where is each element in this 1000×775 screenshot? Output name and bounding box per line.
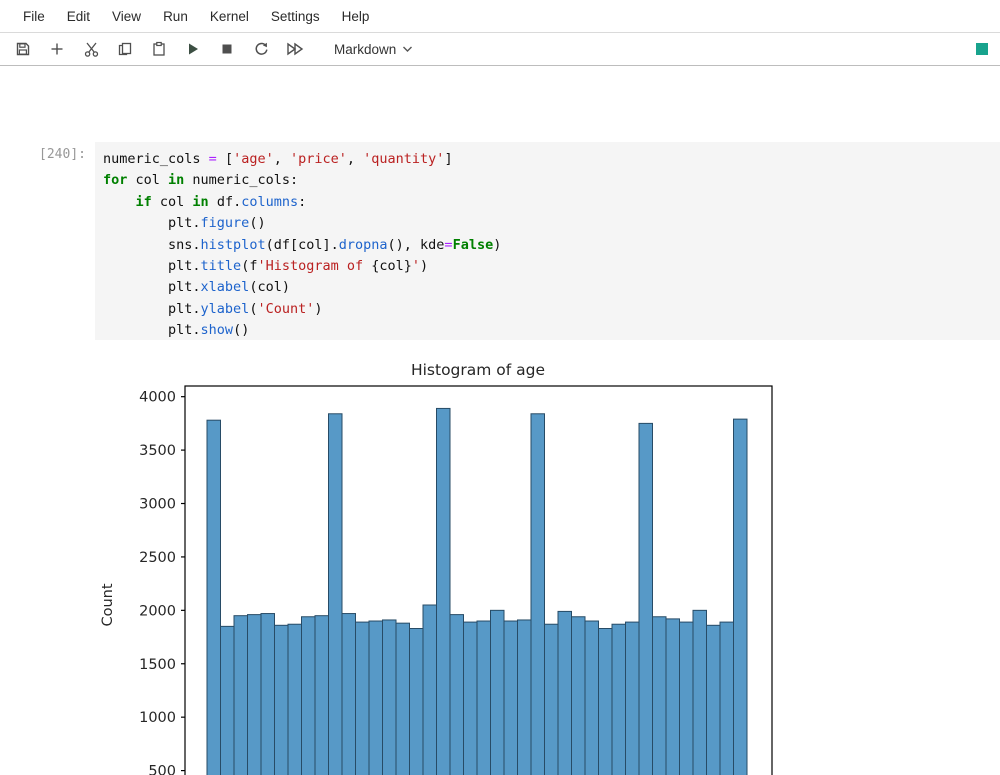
- notebook-content: [240]: numeric_cols = ['age', 'price', '…: [0, 66, 1000, 775]
- histogram-bar: [275, 625, 289, 775]
- chevron-down-icon: [402, 45, 413, 53]
- stop-icon: [219, 41, 235, 57]
- histogram-bar: [383, 620, 397, 775]
- histogram-bar: [315, 616, 329, 775]
- y-tick-label: 2000: [139, 603, 176, 619]
- histogram-bar: [518, 620, 532, 775]
- histogram-bar: [585, 621, 599, 775]
- y-axis-label: Count: [100, 583, 116, 626]
- code-line: plt.ylabel('Count'): [103, 299, 1000, 320]
- histogram-bar: [612, 624, 626, 775]
- notebook-toolbar: Markdown: [0, 33, 1000, 66]
- code-line: if col in df.columns:: [103, 192, 1000, 213]
- execution-count: [240]:: [0, 147, 86, 162]
- run-cell-button[interactable]: [178, 36, 208, 62]
- histogram-bar: [342, 614, 356, 775]
- menu-file[interactable]: File: [12, 0, 56, 33]
- histogram-bar: [369, 621, 383, 775]
- code-line: plt.figure(): [103, 213, 1000, 234]
- kernel-status-indicator: [976, 43, 988, 55]
- restart-kernel-icon: [253, 41, 270, 58]
- menu-settings[interactable]: Settings: [260, 0, 331, 33]
- stop-button[interactable]: [212, 36, 242, 62]
- histogram-bar: [396, 623, 410, 775]
- y-tick-label: 2500: [139, 550, 176, 566]
- cut-cell-icon: [83, 41, 100, 58]
- cut-cell-button[interactable]: [76, 36, 106, 62]
- menu-edit[interactable]: Edit: [56, 0, 101, 33]
- histogram-bar: [329, 414, 343, 775]
- menu-view[interactable]: View: [101, 0, 152, 33]
- add-cell-button[interactable]: [42, 36, 72, 62]
- code-lines: numeric_cols = ['age', 'price', 'quantit…: [103, 149, 1000, 342]
- histogram-bar: [599, 629, 613, 775]
- copy-cell-button[interactable]: [110, 36, 140, 62]
- paste-cell-button[interactable]: [144, 36, 174, 62]
- restart-kernel-button[interactable]: [246, 36, 276, 62]
- histogram-bar: [626, 622, 640, 775]
- histogram-bar: [464, 622, 478, 775]
- code-line: plt.xlabel(col): [103, 277, 1000, 298]
- histogram-figure: Histogram of age Count 05001000150020002…: [90, 354, 790, 775]
- histogram-bar: [491, 610, 505, 775]
- histogram-bar: [720, 622, 734, 775]
- histogram-bar: [450, 615, 464, 775]
- code-line: plt.show(): [103, 320, 1000, 341]
- copy-cell-icon: [117, 41, 133, 57]
- menu-kernel[interactable]: Kernel: [199, 0, 260, 33]
- code-line: numeric_cols = ['age', 'price', 'quantit…: [103, 149, 1000, 170]
- cell-output-figure: Histogram of age Count 05001000150020002…: [90, 354, 790, 775]
- y-tick-label: 1500: [139, 657, 176, 673]
- histogram-bar: [288, 624, 302, 775]
- histogram-bar: [734, 419, 748, 775]
- y-tick-label: 500: [148, 764, 176, 775]
- paste-cell-icon: [151, 41, 167, 57]
- code-line: plt.title(f'Histogram of {col}'): [103, 256, 1000, 277]
- restart-run-all-button[interactable]: [280, 36, 310, 62]
- histogram-bar: [248, 615, 262, 775]
- run-icon: [185, 41, 201, 57]
- histogram-bar: [531, 414, 545, 775]
- histogram-bar: [410, 629, 424, 775]
- code-line: for col in numeric_cols:: [103, 170, 1000, 191]
- cell-type-label: Markdown: [334, 42, 396, 57]
- histogram-bar: [207, 420, 221, 775]
- menu-help[interactable]: Help: [331, 0, 381, 33]
- histogram-bar: [261, 614, 275, 775]
- histogram-bar: [572, 617, 586, 775]
- save-button[interactable]: [8, 36, 38, 62]
- chart-title: Histogram of age: [411, 361, 545, 379]
- histogram-bar: [356, 622, 370, 775]
- y-tick-label: 1000: [139, 710, 176, 726]
- histogram-bar: [707, 625, 721, 775]
- menu-bar: File Edit View Run Kernel Settings Help: [0, 0, 1000, 33]
- code-cell-editor[interactable]: numeric_cols = ['age', 'price', 'quantit…: [95, 142, 1000, 340]
- histogram-bar: [545, 624, 559, 775]
- histogram-bar: [558, 611, 572, 775]
- code-line: sns.histplot(df[col].dropna(), kde=False…: [103, 235, 1000, 256]
- save-icon: [15, 41, 31, 57]
- add-cell-icon: [49, 41, 65, 57]
- histogram-bar: [302, 617, 316, 775]
- y-tick-label: 4000: [139, 390, 176, 406]
- histogram-bar: [437, 408, 451, 775]
- histogram-bar: [504, 621, 518, 775]
- histogram-bar: [666, 619, 680, 775]
- histogram-bar: [680, 622, 694, 775]
- histogram-bar: [423, 605, 437, 775]
- histogram-bar: [639, 423, 653, 775]
- y-tick-label: 3000: [139, 497, 176, 513]
- histogram-bar: [653, 617, 667, 775]
- histogram-bar: [693, 610, 707, 775]
- y-tick-label: 3500: [139, 443, 176, 459]
- run-all-icon: [286, 41, 304, 57]
- histogram-bar: [221, 626, 235, 775]
- histogram-bar: [234, 616, 248, 775]
- histogram-bar: [477, 621, 491, 775]
- menu-run[interactable]: Run: [152, 0, 199, 33]
- cell-type-dropdown[interactable]: Markdown: [328, 40, 419, 59]
